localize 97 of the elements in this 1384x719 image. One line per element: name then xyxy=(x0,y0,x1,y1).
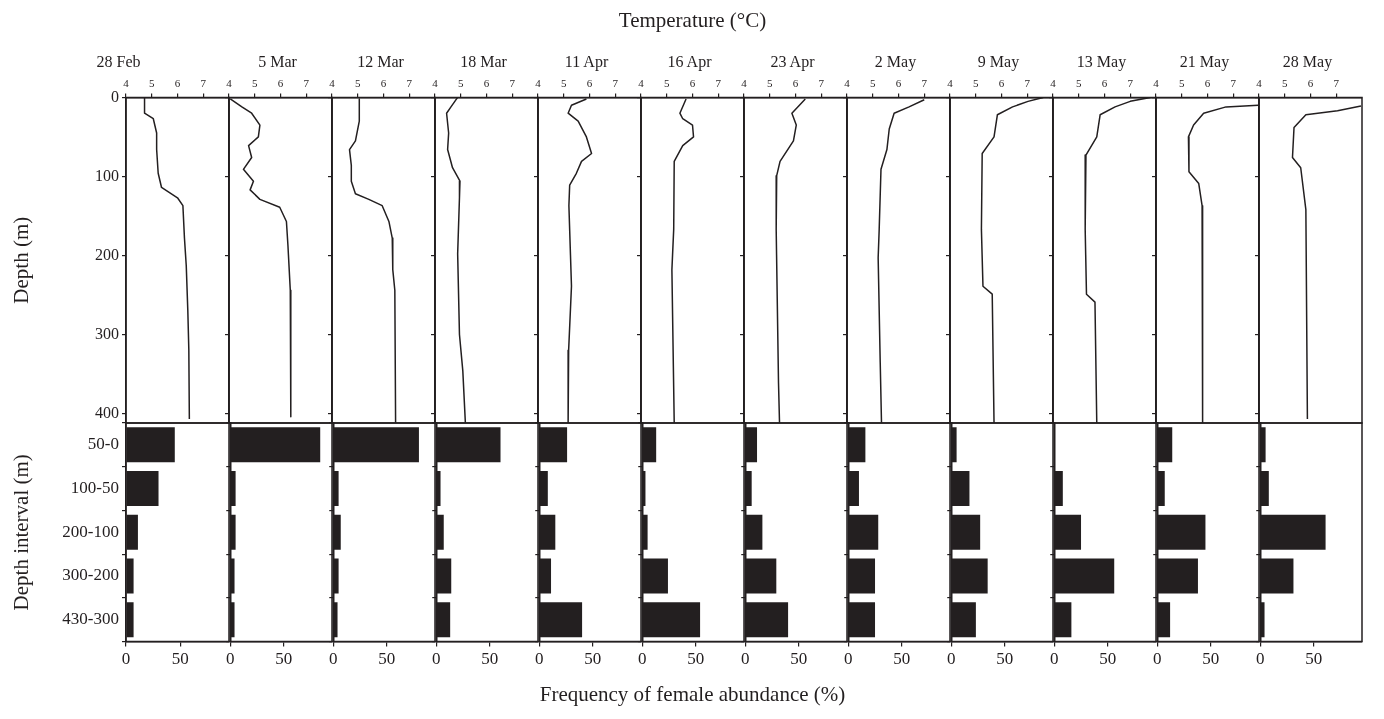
x-tick-label: 4 xyxy=(844,76,851,89)
x-tick-label: 6 xyxy=(1204,76,1211,89)
chart-title: 28 Feb xyxy=(96,52,141,70)
x-tick-label: 50 xyxy=(275,649,293,669)
chart-title: 18 Mar xyxy=(460,52,508,70)
x-tick-label: 6 xyxy=(1101,76,1108,89)
x-tick-label: 0 xyxy=(844,649,853,669)
x-tick-label: 7 xyxy=(406,76,413,89)
chart-title: 12 Mar xyxy=(357,52,405,70)
x-tick-label: 50 xyxy=(481,649,499,669)
x-tick-label: 7 xyxy=(200,76,207,89)
x-tick-label: 0 xyxy=(535,649,544,669)
x-tick-label: 6 xyxy=(792,76,799,89)
chart-title: 16 Apr xyxy=(667,52,713,71)
x-tick-label: 5 xyxy=(561,76,567,89)
x-tick-label: 50 xyxy=(687,649,705,669)
x-tick-label: 50 xyxy=(1305,649,1323,669)
x-tick-label: 4 xyxy=(432,76,439,89)
x-tick-label: 0 xyxy=(1256,649,1265,669)
y-tick-label: 50-0 xyxy=(87,434,119,454)
x-tick-label: 5 xyxy=(1282,76,1288,89)
x-axis-title: Temperature (°C) xyxy=(617,8,768,33)
x-tick-label: 4 xyxy=(329,76,336,89)
x-tick-label: 6 xyxy=(380,76,387,89)
x-tick-label: 4 xyxy=(741,76,748,89)
x-tick-label: 5 xyxy=(973,76,979,89)
x-tick-label: 4 xyxy=(535,76,542,89)
x-tick-label: 6 xyxy=(689,76,696,89)
chart-title: 28 May xyxy=(1282,52,1333,71)
x-tick-label: 4 xyxy=(947,76,954,89)
x-tick-label: 0 xyxy=(226,649,235,669)
x-tick-label: 50 xyxy=(171,649,189,669)
x-tick-label: 50 xyxy=(996,649,1014,669)
x-tick-label: 6 xyxy=(1307,76,1314,89)
x-tick-label: 5 xyxy=(252,76,258,89)
x-tick-label: 50 xyxy=(893,649,911,669)
x-tick-label: 5 xyxy=(458,76,464,89)
x-tick-label: 4 xyxy=(638,76,645,89)
x-tick-label: 50 xyxy=(378,649,396,669)
y-tick-label: 300 xyxy=(95,324,119,342)
x-tick-label: 6 xyxy=(277,76,284,89)
y-tick-label: 400 xyxy=(95,403,119,421)
x-tick-label: 4 xyxy=(1153,76,1160,89)
chart-title: 2 May xyxy=(874,52,917,71)
y-tick-label: 0 xyxy=(111,87,119,105)
chart-title: 21 May xyxy=(1179,52,1230,71)
x-tick-label: 0 xyxy=(638,649,647,669)
y-tick-label: 430-300 xyxy=(62,609,119,629)
x-tick-label: 5 xyxy=(149,76,155,89)
y-tick-label: 100-50 xyxy=(70,478,119,498)
x-tick-label: 0 xyxy=(1050,649,1059,669)
x-tick-label: 5 xyxy=(1076,76,1082,89)
y-tick-label: 100 xyxy=(95,166,119,184)
y-axis-title: Depth (m) xyxy=(9,216,34,304)
chart-title: 23 Apr xyxy=(770,52,816,71)
x-tick-label: 0 xyxy=(1153,649,1162,669)
x-tick-label: 5 xyxy=(664,76,670,89)
x-tick-label: 6 xyxy=(998,76,1005,89)
x-tick-label: 7 xyxy=(509,76,516,89)
chart-title: 13 May xyxy=(1076,52,1127,71)
x-tick-label: 6 xyxy=(483,76,490,89)
x-tick-label: 5 xyxy=(1179,76,1185,89)
x-tick-label: 6 xyxy=(586,76,593,89)
x-tick-label: 7 xyxy=(1333,76,1340,89)
x-tick-label: 7 xyxy=(1230,76,1237,89)
x-tick-label: 6 xyxy=(174,76,181,89)
y-tick-label: 200-100 xyxy=(62,521,119,541)
x-tick-label: 7 xyxy=(612,76,619,89)
x-tick-label: 4 xyxy=(1256,76,1263,89)
x-tick-label: 7 xyxy=(818,76,825,89)
x-tick-label: 6 xyxy=(895,76,902,89)
x-tick-label: 4 xyxy=(226,76,233,89)
x-axis-title: Frequency of female abundance (%) xyxy=(538,682,847,707)
x-tick-label: 50 xyxy=(584,649,602,669)
x-tick-label: 5 xyxy=(870,76,876,89)
x-tick-label: 0 xyxy=(741,649,750,669)
y-tick-label: 200 xyxy=(95,245,119,263)
x-tick-label: 4 xyxy=(1050,76,1057,89)
chart-title: 9 May xyxy=(977,52,1020,71)
x-tick-label: 50 xyxy=(1099,649,1117,669)
x-tick-label: 5 xyxy=(355,76,361,89)
x-tick-label: 50 xyxy=(1202,649,1220,669)
x-tick-label: 0 xyxy=(947,649,956,669)
x-tick-label: 0 xyxy=(329,649,338,669)
x-tick-label: 5 xyxy=(767,76,773,89)
y-axis-title: Depth interval (m) xyxy=(9,454,34,611)
x-tick-label: 7 xyxy=(1127,76,1134,89)
x-tick-label: 7 xyxy=(715,76,722,89)
x-tick-label: 7 xyxy=(921,76,928,89)
chart-title: 5 Mar xyxy=(258,52,298,70)
y-tick-label: 300-200 xyxy=(62,565,119,585)
x-tick-label: 50 xyxy=(790,649,808,669)
x-tick-label: 7 xyxy=(1024,76,1031,89)
chart-title: 11 Apr xyxy=(564,52,609,71)
x-tick-label: 4 xyxy=(123,76,130,89)
x-tick-label: 7 xyxy=(303,76,310,89)
x-tick-label: 0 xyxy=(432,649,441,669)
